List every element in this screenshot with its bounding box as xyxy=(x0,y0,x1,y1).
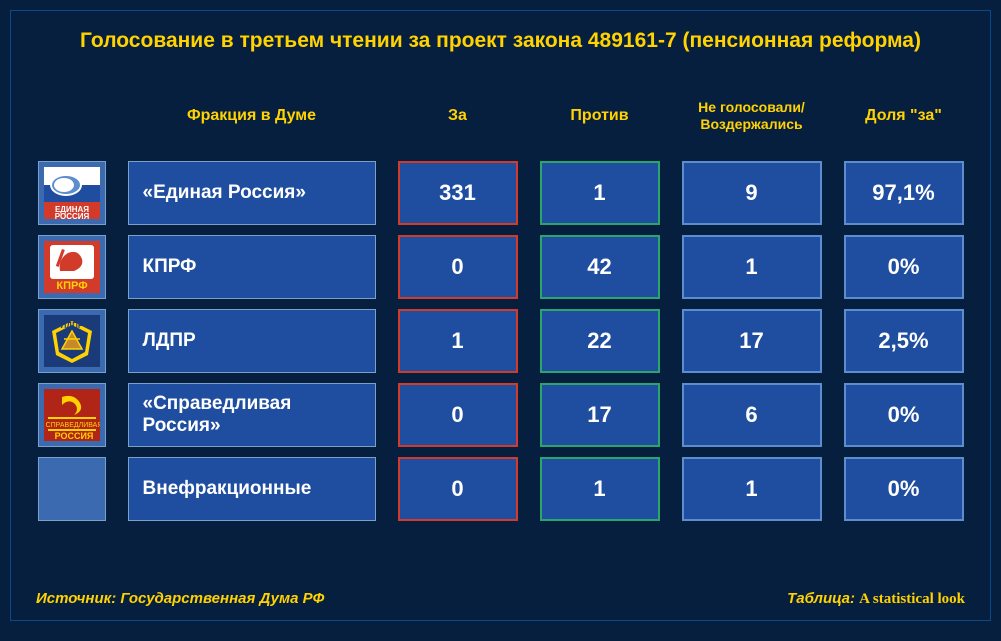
vote-for: 0 xyxy=(398,235,518,299)
vote-share: 0% xyxy=(844,235,964,299)
col-header-share: Доля "за" xyxy=(844,81,964,151)
vote-against: 42 xyxy=(540,235,660,299)
vote-for: 0 xyxy=(398,383,518,447)
credit-value: A statistical look xyxy=(859,591,965,607)
party-name: КПРФ xyxy=(128,235,376,299)
chart-title: Голосование в третьем чтении за проект з… xyxy=(36,29,965,53)
col-header-against: Против xyxy=(540,81,660,151)
vote-for: 1 xyxy=(398,309,518,373)
svg-text:РОССИЯ: РОССИЯ xyxy=(54,212,89,219)
vote-share: 97,1% xyxy=(844,161,964,225)
col-header-abstain: Не голосовали/Воздержались xyxy=(682,81,822,151)
vote-share: 2,5% xyxy=(844,309,964,373)
vote-against: 22 xyxy=(540,309,660,373)
vote-against: 1 xyxy=(540,457,660,521)
col-header-party: Фракция в Думе xyxy=(128,81,376,151)
vote-share: 0% xyxy=(844,383,964,447)
svg-text:ЛДПР: ЛДПР xyxy=(60,321,83,330)
party-name: Внефракционные xyxy=(128,457,376,521)
svg-text:СПРАВЕДЛИВАЯ: СПРАВЕДЛИВАЯ xyxy=(45,422,99,429)
svg-text:РОССИЯ: РОССИЯ xyxy=(54,431,93,441)
vote-for: 331 xyxy=(398,161,518,225)
footer: Источник: Государственная Дума РФ Таблиц… xyxy=(36,590,965,608)
svg-text:КПРФ: КПРФ xyxy=(56,280,87,292)
party-logo-er: ЕДИНАЯ РОССИЯ xyxy=(38,161,106,225)
vote-table: Фракция в Думе За Против Не голосовали/В… xyxy=(36,81,965,521)
vote-abstain: 9 xyxy=(682,161,822,225)
party-name: «Единая Россия» xyxy=(128,161,376,225)
vote-share: 0% xyxy=(844,457,964,521)
party-name: ЛДПР xyxy=(128,309,376,373)
vote-for: 0 xyxy=(398,457,518,521)
vote-against: 1 xyxy=(540,161,660,225)
party-logo-none xyxy=(38,457,106,521)
vote-abstain: 17 xyxy=(682,309,822,373)
source-text: Источник: Государственная Дума РФ xyxy=(36,590,324,608)
vote-abstain: 6 xyxy=(682,383,822,447)
credit-text: Таблица: A statistical look xyxy=(787,590,965,608)
source-value: Государственная Дума РФ xyxy=(120,590,324,607)
chart-frame: Голосование в третьем чтении за проект з… xyxy=(10,10,991,621)
hdr-spacer xyxy=(38,81,106,151)
vote-abstain: 1 xyxy=(682,235,822,299)
credit-label: Таблица: xyxy=(787,590,859,607)
col-header-for: За xyxy=(398,81,518,151)
party-name: «Справедливая Россия» xyxy=(128,383,376,447)
party-logo-sr: СПРАВЕДЛИВАЯ РОССИЯ xyxy=(38,383,106,447)
party-logo-kprf: КПРФ xyxy=(38,235,106,299)
vote-abstain: 1 xyxy=(682,457,822,521)
party-logo-ldpr: ЛДПР xyxy=(38,309,106,373)
source-label: Источник: xyxy=(36,590,120,607)
vote-against: 17 xyxy=(540,383,660,447)
